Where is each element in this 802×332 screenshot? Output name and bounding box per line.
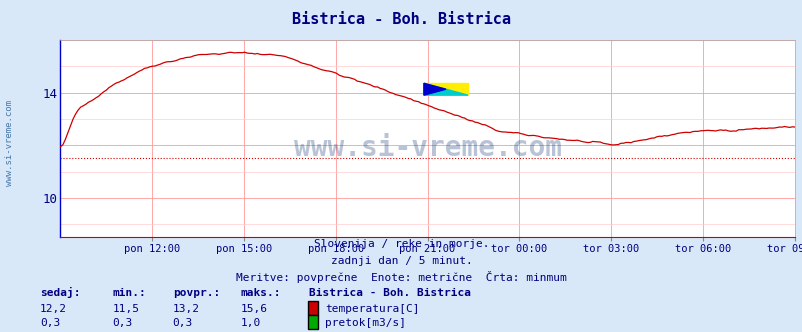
Text: sedaj:: sedaj: [40, 287, 80, 298]
Text: temperatura[C]: temperatura[C] [325, 304, 419, 314]
Text: www.si-vreme.com: www.si-vreme.com [294, 134, 561, 162]
Text: Bistrica - Boh. Bistrica: Bistrica - Boh. Bistrica [309, 288, 471, 298]
Text: 12,2: 12,2 [40, 304, 67, 314]
Text: 11,5: 11,5 [112, 304, 140, 314]
Text: Slovenija / reke in morje.: Slovenija / reke in morje. [314, 239, 488, 249]
Text: maks.:: maks.: [241, 288, 281, 298]
Text: zadnji dan / 5 minut.: zadnji dan / 5 minut. [330, 256, 472, 266]
Text: min.:: min.: [112, 288, 146, 298]
Polygon shape [423, 83, 445, 95]
Text: 13,2: 13,2 [172, 304, 200, 314]
Polygon shape [423, 83, 468, 95]
Text: 0,3: 0,3 [40, 318, 60, 328]
Text: Bistrica - Boh. Bistrica: Bistrica - Boh. Bistrica [292, 12, 510, 27]
Text: povpr.:: povpr.: [172, 288, 220, 298]
Text: 0,3: 0,3 [112, 318, 132, 328]
Text: 0,3: 0,3 [172, 318, 192, 328]
Text: 1,0: 1,0 [241, 318, 261, 328]
Text: www.si-vreme.com: www.si-vreme.com [5, 100, 14, 186]
Text: 15,6: 15,6 [241, 304, 268, 314]
Text: pretok[m3/s]: pretok[m3/s] [325, 318, 406, 328]
Text: Meritve: povprečne  Enote: metrične  Črta: minmum: Meritve: povprečne Enote: metrične Črta:… [236, 271, 566, 283]
Polygon shape [423, 83, 468, 95]
